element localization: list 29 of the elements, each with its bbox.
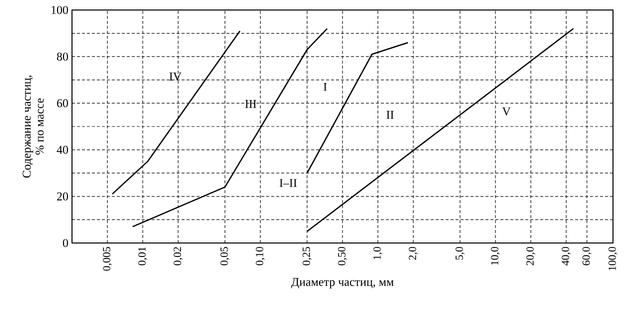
y-axis-title: Содержание частиц, % по массе <box>22 76 44 178</box>
x-tick-label: 0,005 <box>102 246 112 271</box>
x-tick-label: 20,0 <box>526 246 536 266</box>
y-tick-label: 100 <box>52 6 68 14</box>
x-tick-label: 100,0 <box>608 246 618 270</box>
y-tick-label: 80 <box>56 52 68 61</box>
annotation: II <box>386 110 394 119</box>
x-tick-label: 60,0 <box>582 246 592 266</box>
x-tick-label: 0,25 <box>302 246 312 266</box>
x-tick-label: 0,50 <box>338 246 347 266</box>
x-tick-label: 0,10 <box>256 246 265 266</box>
x-axis-title: Диаметр частиц, мм <box>291 278 394 288</box>
x-tick-label: 1,0 <box>373 246 382 260</box>
x-tick-label: 10,0 <box>490 246 500 265</box>
y-tick-label: 60 <box>57 99 68 108</box>
series-label: III <box>245 100 256 108</box>
x-tick-label: 40,0 <box>562 246 571 266</box>
x-tick-label: 0,01 <box>138 247 148 266</box>
annotation: I <box>324 82 327 91</box>
x-tick-label: 0,05 <box>220 246 230 266</box>
x-tick-label: 5,0 <box>456 246 465 260</box>
y-tick-label: 0 <box>62 238 68 248</box>
y-tick-label: 20 <box>57 192 68 200</box>
x-tick-label: 2,0 <box>408 246 418 260</box>
x-tick-label: 0,02 <box>174 247 183 266</box>
series-label: V <box>502 107 511 116</box>
y-tick-label: 40 <box>56 146 68 154</box>
series-label: I–II <box>280 179 297 187</box>
series-label: IV <box>169 72 182 81</box>
